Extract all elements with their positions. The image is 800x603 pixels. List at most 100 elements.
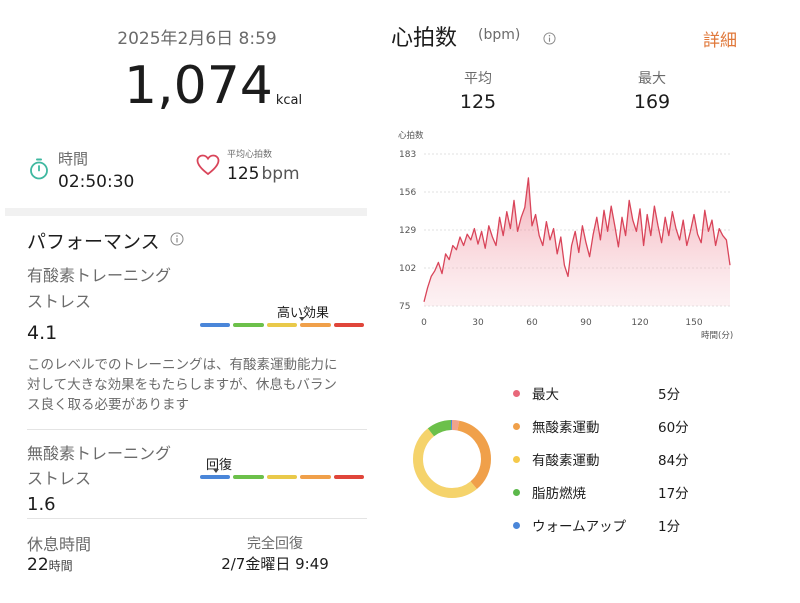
anaerobic-stress-value: 1.6 [27, 494, 56, 515]
aerobic-stress-value: 4.1 [27, 322, 58, 344]
aerobic-label-line1: 有酸素トレーニング [27, 266, 172, 285]
anaerobic-stress-label: 無酸素トレーニング ストレス [27, 441, 171, 491]
zone-value: 1分 [658, 519, 681, 535]
y-tick-label: 102 [399, 264, 416, 274]
rest-time-label: 休息時間 [27, 535, 92, 554]
y-tick-label: 183 [399, 150, 416, 160]
aerobic-level-marker [298, 317, 305, 321]
aerobic-description-line3: ス良く取る必要があります [27, 397, 189, 413]
zone-item-max: 最大 5分 [513, 383, 680, 403]
hr-max-value: 169 [633, 91, 671, 113]
calories-display: 1,074 kcal [124, 58, 302, 114]
zone-item-fat-burn: 脂肪燃焼 17分 [513, 482, 689, 502]
anaerobic-label-line2: ストレス [27, 469, 92, 488]
hr-max-label: 最大 [638, 71, 666, 87]
anaerobic-scale-bar [200, 475, 365, 479]
scale-segment [333, 323, 365, 327]
hr-avg-value: 125 [459, 91, 497, 113]
y-tick-label: 129 [399, 226, 416, 236]
scale-segment [300, 475, 331, 479]
workout-datetime: 2025年2月6日 8:59 [117, 29, 277, 49]
heart-rate-chart: 心拍数 183 156 129 102 75 0 30 60 90 120 150 時間(分) [398, 130, 733, 341]
heart-rate-unit: (bpm) [478, 27, 521, 43]
rest-time-unit: 時間 [48, 559, 73, 573]
anaerobic-label-line1: 無酸素トレーニング [27, 444, 172, 463]
hr-series-line [423, 177, 731, 302]
scale-segment [233, 323, 264, 327]
zone-color-dot [513, 488, 520, 496]
donut-segment [413, 420, 491, 498]
recovery-value: 2/7金曜日 9:49 [221, 555, 329, 573]
scale-segment [266, 323, 298, 327]
details-link[interactable]: 詳細 [703, 31, 737, 51]
zone-item-warmup: ウォームアップ 1分 [513, 515, 680, 535]
donut-segment [413, 420, 491, 498]
heart-rate-title: 心拍数 [391, 26, 458, 51]
zone-item-anaerobic: 無酸素運動 60分 [513, 416, 689, 436]
divider [27, 429, 367, 430]
zone-label: ウォームアップ [532, 519, 627, 535]
section-separator [5, 208, 367, 216]
scale-segment [300, 323, 331, 327]
zone-value: 17分 [658, 486, 689, 502]
scale-segment [233, 475, 264, 479]
anaerobic-marker-label: 回復 [206, 458, 233, 473]
chart-ylabel: 心拍数 [398, 130, 424, 141]
scale-segment [266, 475, 298, 479]
zone-label: 脂肪燃焼 [532, 486, 586, 502]
chart-xlabel: 時間(分) [701, 331, 733, 341]
avg-hr-value: 125 [227, 164, 260, 184]
x-tick-label: 90 [580, 318, 592, 328]
aerobic-description-line1: このレベルでのトレーニングは、有酸素運動能力に [27, 357, 338, 373]
scale-segment [200, 323, 231, 327]
x-tick-label: 120 [631, 318, 648, 328]
hr-avg-label: 平均 [464, 71, 492, 87]
avg-hr-unit: bpm [261, 164, 300, 184]
avg-hr-display: 125 bpm [227, 164, 300, 184]
zone-color-dot [513, 455, 520, 463]
divider [27, 518, 367, 519]
anaerobic-level-marker [213, 469, 220, 473]
performance-title: パフォーマンス [27, 231, 160, 253]
info-icon[interactable] [543, 30, 556, 45]
aerobic-label-line2: ストレス [27, 292, 92, 311]
hr-zone-legend: 最大 5分 無酸素運動 60分 有酸素運動 84分 脂肪燃焼 17分 ウォームア… [513, 383, 723, 535]
zone-color-dot [513, 521, 520, 529]
scale-segment [333, 475, 365, 479]
time-label: 時間 [58, 150, 89, 168]
aerobic-marker-label: 高い効果 [277, 306, 330, 321]
aerobic-scale-bar [200, 323, 365, 327]
rest-time-display: 22 時間 [27, 555, 73, 575]
x-tick-label: 150 [685, 318, 702, 328]
heart-icon [196, 154, 220, 176]
zone-value: 84分 [658, 453, 689, 469]
aerobic-description: このレベルでのトレーニングは、有酸素運動能力に 対して大きな効果をもたらしますが… [27, 355, 367, 415]
x-tick-label: 30 [472, 318, 484, 328]
zone-item-aerobic: 有酸素運動 84分 [513, 449, 689, 469]
donut-segment [413, 420, 491, 498]
zone-label: 最大 [532, 387, 559, 403]
y-tick-label: 75 [399, 302, 410, 312]
stopwatch-icon [27, 157, 51, 181]
zone-label: 無酸素運動 [532, 420, 600, 436]
y-tick-label: 156 [399, 188, 416, 198]
info-icon[interactable] [170, 231, 184, 246]
recovery-label: 完全回復 [247, 536, 303, 552]
zone-color-dot [513, 389, 520, 397]
avg-hr-label: 平均心拍数 [227, 150, 273, 160]
rest-time-value: 22 [27, 555, 49, 575]
aerobic-stress-label: 有酸素トレーニング ストレス [27, 263, 171, 315]
time-value: 02:50:30 [58, 172, 135, 192]
x-tick-label: 0 [421, 318, 427, 328]
zone-value: 5分 [658, 387, 681, 403]
hr-zone-donut [413, 420, 491, 498]
scale-segment [200, 475, 231, 479]
x-tick-label: 60 [526, 318, 538, 328]
zone-value: 60分 [658, 420, 689, 436]
calories-unit: kcal [275, 93, 303, 108]
zone-label: 有酸素運動 [532, 453, 600, 469]
hr-area-fill [424, 177, 730, 306]
aerobic-description-line2: 対して大きな効果をもたらしますが、休息もバラン [27, 377, 337, 393]
calories-value: 1,074 [124, 56, 273, 116]
zone-color-dot [513, 422, 520, 430]
